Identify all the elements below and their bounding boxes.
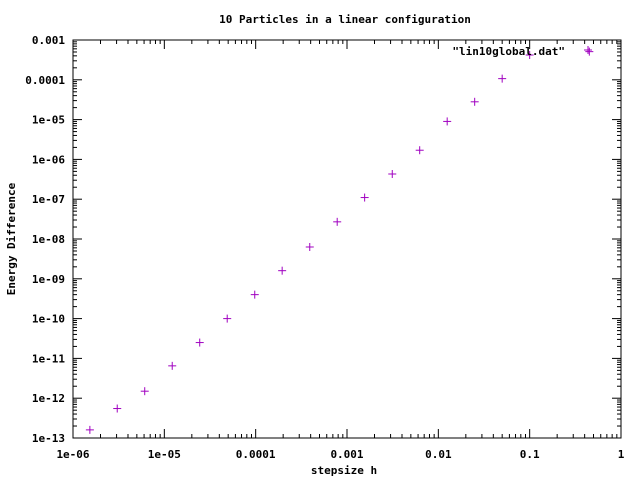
data-point <box>278 266 287 275</box>
data-point <box>525 50 534 59</box>
data-point <box>168 361 177 370</box>
x-axis-label: stepsize h <box>311 464 377 477</box>
data-point <box>113 404 122 413</box>
y-tick-label: 1e-05 <box>32 114 65 127</box>
data-point <box>140 387 149 396</box>
y-tick-label: 1e-09 <box>32 273 65 286</box>
data-point <box>333 217 342 226</box>
data-point <box>388 169 397 178</box>
y-tick-label: 1e-13 <box>32 432 65 445</box>
x-tick-label: 1e-06 <box>56 448 89 461</box>
data-point <box>223 314 232 323</box>
y-tick-label: 1e-10 <box>32 313 65 326</box>
data-series <box>85 47 594 434</box>
x-tick-label: 1 <box>618 448 625 461</box>
x-tick-label: 0.0001 <box>236 448 276 461</box>
data-point <box>585 47 594 56</box>
x-tick-label: 0.01 <box>425 448 452 461</box>
y-tick-label: 1e-06 <box>32 153 65 166</box>
data-point <box>85 425 94 434</box>
data-point <box>498 74 507 83</box>
data-point <box>250 290 259 299</box>
legend-label: "lin10global.dat" <box>452 45 565 58</box>
y-axis-label: Energy Difference <box>5 182 18 295</box>
y-axis: 1e-13 1e-12 1e-11 1e-10 1e-09 1e-08 1e-07 1e-06… <box>25 34 621 445</box>
x-tick-label: 1e-05 <box>148 448 181 461</box>
plot-frame <box>72 39 622 439</box>
data-point <box>470 97 479 106</box>
data-point <box>360 193 369 202</box>
data-point <box>443 117 452 126</box>
legend-marker-plus <box>584 46 592 54</box>
legend-marker <box>584 46 592 54</box>
chart-title: 10 Particles in a linear configuration <box>219 13 471 26</box>
y-tick-label: 1e-08 <box>32 233 65 246</box>
data-point <box>415 146 424 155</box>
data-point <box>195 338 204 347</box>
y-tick-label: 0.0001 <box>25 74 65 87</box>
y-tick-label: 0.001 <box>32 34 65 47</box>
y-tick-label: 1e-07 <box>32 193 65 206</box>
x-tick-label: 0.1 <box>520 448 540 461</box>
x-axis: 1e-06 1e-05 0.0001 0.001 0.01 0.1 1 <box>56 40 625 461</box>
data-point <box>305 242 314 251</box>
x-tick-label: 0.001 <box>330 448 363 461</box>
y-tick-label: 1e-11 <box>32 352 65 365</box>
legend: "lin10global.dat" <box>452 45 592 58</box>
y-tick-label: 1e-12 <box>32 392 65 405</box>
